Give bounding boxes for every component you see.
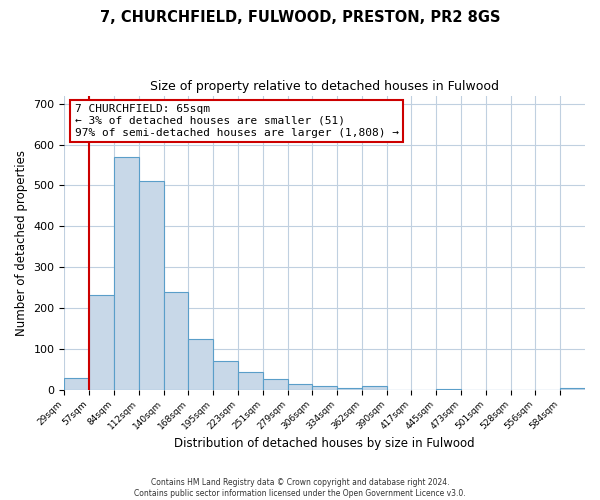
- Y-axis label: Number of detached properties: Number of detached properties: [15, 150, 28, 336]
- Bar: [139, 182, 164, 390]
- Bar: [114, 157, 139, 390]
- Bar: [263, 378, 287, 390]
- Bar: [287, 384, 313, 390]
- Bar: [238, 372, 263, 390]
- Text: 7, CHURCHFIELD, FULWOOD, PRESTON, PR2 8GS: 7, CHURCHFIELD, FULWOOD, PRESTON, PR2 8G…: [100, 10, 500, 25]
- Bar: [560, 388, 585, 390]
- Bar: [313, 386, 337, 390]
- Bar: [188, 338, 213, 390]
- Text: Contains HM Land Registry data © Crown copyright and database right 2024.
Contai: Contains HM Land Registry data © Crown c…: [134, 478, 466, 498]
- Bar: [436, 389, 461, 390]
- Bar: [64, 378, 89, 390]
- Bar: [89, 295, 114, 390]
- Bar: [213, 361, 238, 390]
- Title: Size of property relative to detached houses in Fulwood: Size of property relative to detached ho…: [150, 80, 499, 93]
- Text: 7 CHURCHFIELD: 65sqm
← 3% of detached houses are smaller (51)
97% of semi-detach: 7 CHURCHFIELD: 65sqm ← 3% of detached ho…: [75, 104, 399, 138]
- Bar: [164, 292, 188, 390]
- X-axis label: Distribution of detached houses by size in Fulwood: Distribution of detached houses by size …: [175, 437, 475, 450]
- Bar: [362, 386, 386, 390]
- Bar: [337, 388, 362, 390]
